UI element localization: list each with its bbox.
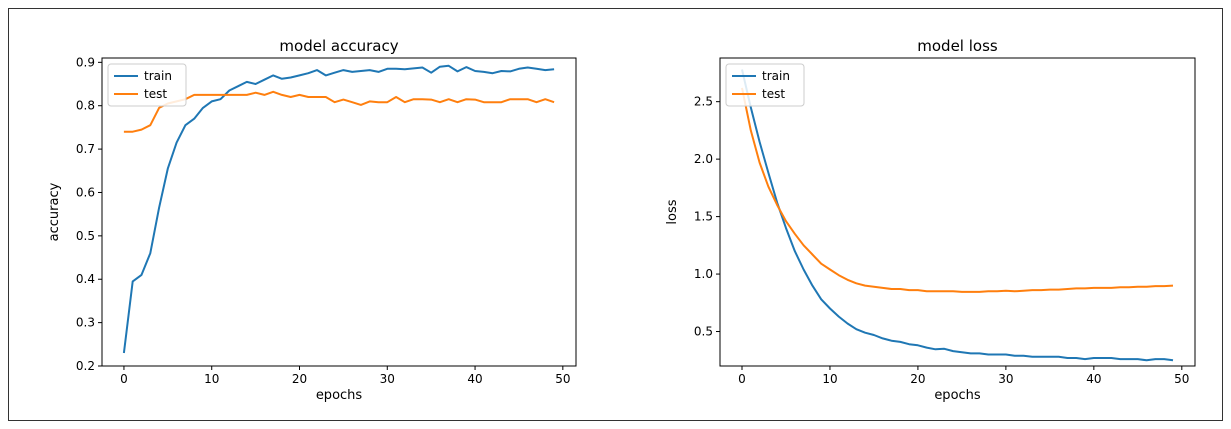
legend-label-train: train [144,69,172,83]
accuracy-chart: model accuracy 0 10 20 30 40 50 0.2 0.3 0.4 0.5 0.6… [47,37,577,403]
series-line-test [123,90,555,133]
figure-frame: model accuracy 0 10 20 30 40 50 0.2 0.3 0.4 0.5 0.6… [8,8,1223,421]
y-tick-label: 2.5 [694,95,713,109]
x-axis-label: epochs [316,388,363,403]
x-tick-label: 10 [822,372,837,386]
plot-frame [101,57,577,367]
y-tick-label: 1.5 [694,210,713,224]
series-line-train [122,64,555,354]
x-tick-label: 50 [555,372,570,386]
y-axis-label: loss [665,199,680,224]
x-tick-label: 50 [1174,372,1189,386]
x-tick-label: 30 [998,372,1013,386]
y-tick-label: 0.7 [76,142,95,156]
y-tick-label: 1.0 [694,267,713,281]
y-tick-label: 0.5 [694,325,713,339]
y-tick-label: 0.6 [76,185,95,199]
series-line-train [741,69,1174,362]
y-tick-label: 0.3 [76,316,95,330]
x-tick-label: 40 [1086,372,1101,386]
y-tick-label: 0.9 [76,55,95,69]
y-axis-label: accuracy [47,182,62,241]
x-tick-label: 30 [380,372,395,386]
x-tick-label: 0 [738,372,746,386]
legend-box [725,63,805,107]
x-tick-label: 40 [467,372,482,386]
y-tick-label: 0.5 [76,229,95,243]
x-tick-label: 20 [292,372,307,386]
x-axis-label: epochs [934,388,981,403]
legend-label-test: test [144,87,167,101]
y-tick-label: 0.4 [76,272,95,286]
plot-frame [719,57,1196,367]
y-tick-label: 0.8 [76,99,95,113]
loss-chart: model loss 0 10 20 30 40 50 0.5 1.0 1.5 2.0 2.5 epoc… [665,37,1196,403]
legend-label-test: test [762,87,785,101]
y-tick-label: 2.0 [694,152,713,166]
series-line-test [741,87,1174,293]
chart-title: model accuracy [279,37,398,55]
y-tick-label: 0.2 [76,359,95,373]
legend-box [107,63,187,107]
chart-title: model loss [917,37,998,55]
x-tick-label: 20 [910,372,925,386]
legend-label-train: train [762,69,790,83]
x-tick-label: 0 [120,372,128,386]
x-tick-label: 10 [204,372,219,386]
